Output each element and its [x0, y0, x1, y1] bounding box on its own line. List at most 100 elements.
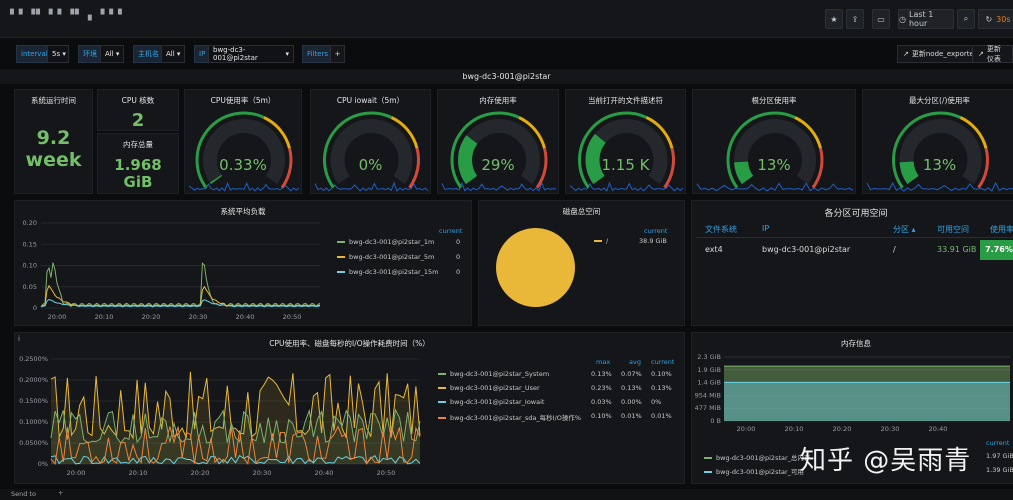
panel-title: CPU iowait（5m）: [336, 96, 405, 105]
legend-item[interactable]: bwg-dc3-001@pi2star_Iowait: [438, 398, 544, 406]
legend-max-value: 0.10%: [591, 412, 612, 420]
legend-item[interactable]: bwg-dc3-001@pi2star_System: [438, 370, 549, 378]
col-ip[interactable]: IP: [762, 224, 770, 233]
var-interval-select[interactable]: 5s ▾: [47, 45, 69, 63]
threshold-red: [535, 147, 548, 189]
col-usage[interactable]: 使用率: [990, 225, 1013, 234]
x-tick-label: 20:30: [189, 313, 208, 321]
threshold-red: [977, 147, 989, 189]
y-tick-label: 0.2000%: [19, 376, 48, 384]
legend-item[interactable]: bwg-dc3-001@pi2star_5m: [337, 253, 434, 261]
cpu-cores-value: 2: [131, 110, 145, 131]
legend-max-header[interactable]: max: [596, 358, 611, 366]
threshold-yellow: [263, 116, 291, 149]
gauge-fill: [458, 135, 478, 185]
sparkline: [866, 181, 1013, 192]
link-update-exporter[interactable]: ↗ 更新node_exporter: [897, 45, 983, 63]
legend-value: 0: [456, 253, 461, 261]
x-tick-label: 20:20: [833, 425, 852, 433]
gauge-track: [899, 119, 982, 185]
sparkline: [188, 181, 300, 192]
var-env-select[interactable]: All ▾: [100, 45, 124, 63]
load-avg-panel: 系统平均负载 0.20 0.15 0.10 0.05 0 20:00 20:10 20:20 2…: [14, 200, 472, 326]
mem-chart[interactable]: 2.3 GiB 1.9 GiB 1.4 GiB 954 MiB 477 MiB 0 B 20…: [692, 333, 1013, 433]
legend-max-value: 0.13%: [591, 370, 612, 378]
gauge-value: 1.15 K: [601, 156, 650, 174]
cpu-io-chart[interactable]: 0.2500% 0.2000% 0.1500% 0.1000% 0.0500% 0% 20:…: [15, 333, 425, 485]
panel-title: CPU使用率、磁盘每秒的I/O操作耗费时间（%）: [269, 339, 430, 348]
var-env-label: 环境: [78, 45, 102, 63]
y-tick-label: 0.10: [23, 262, 37, 270]
legend-current-header[interactable]: current: [651, 358, 675, 366]
legend-max-value: 0.03%: [591, 398, 612, 406]
col-partition[interactable]: 分区 ▴: [893, 225, 916, 234]
info-icon[interactable]: i: [18, 335, 20, 343]
row-title[interactable]: bwg-dc3-001@pi2star: [0, 69, 1013, 84]
legend-swatch: [337, 241, 345, 243]
x-tick-label: 20:10: [129, 469, 148, 477]
star-icon[interactable]: ★: [825, 9, 843, 29]
series-line-user: [50, 371, 421, 440]
refresh-picker[interactable]: ↻ 30s: [978, 9, 1013, 29]
legend-value: 1.39 GiB: [986, 466, 1013, 474]
gauge-panel: 根分区使用率 13%: [692, 89, 856, 194]
legend-max-value: 0.23%: [591, 384, 612, 392]
clock-icon: ◷: [899, 14, 906, 24]
y-tick-label: 0.20: [23, 219, 37, 227]
series-area-available: [724, 382, 1010, 421]
share-icon[interactable]: ⇪: [846, 9, 864, 29]
table-row[interactable]: ext4 bwg-dc3-001@pi2star / 33.91 GiB 7.7…: [696, 240, 1013, 260]
legend-item[interactable]: bwg-dc3-001@pi2star_可用: [704, 466, 804, 476]
load-chart[interactable]: 0.20 0.15 0.10 0.05 0 20:00 20:10 20:20 20:30 20:…: [15, 201, 325, 327]
gauge-arc: [569, 111, 684, 192]
series-line-15m: [40, 298, 321, 308]
panel-title: 各分区可用空间: [824, 209, 888, 219]
tv-mode-icon[interactable]: ▭: [872, 9, 890, 29]
legend-item[interactable]: bwg-dc3-001@pi2star_15m: [337, 268, 439, 276]
threshold-red: [811, 147, 824, 189]
zoom-out-icon[interactable]: ⌕: [957, 9, 975, 29]
y-tick-label: 477 MiB: [695, 404, 721, 412]
threshold-yellow: [518, 116, 546, 149]
refresh-interval: 30s: [996, 14, 1011, 24]
legend-item[interactable]: /: [594, 237, 608, 245]
threshold-green: [726, 111, 796, 189]
gauge-value: 0%: [358, 156, 383, 174]
time-range-picker[interactable]: ◷ Last 1 hour: [898, 9, 954, 29]
send-to-button[interactable]: Send to: [11, 490, 36, 498]
threshold-green: [892, 111, 962, 189]
legend-item[interactable]: bwg-dc3-001@pi2star_User: [438, 384, 540, 392]
mem-total-unit: GiB: [123, 173, 153, 191]
gauge-track: [330, 119, 413, 185]
gauge-fill: [209, 174, 223, 185]
mem-total-value: 1.968: [114, 156, 162, 174]
var-ip-select[interactable]: bwg-dc3-001@pi2star ▾: [208, 45, 294, 63]
legend-avg-header[interactable]: avg: [629, 358, 641, 366]
time-range-label: Last 1 hour: [908, 10, 934, 28]
panel-title: 内存使用率: [479, 96, 517, 105]
gauge-panel: CPU iowait（5m） 0%: [310, 89, 431, 194]
col-available[interactable]: 可用空间: [937, 225, 969, 234]
dashboard-title[interactable]: ▘▘▝▘▝▝ ▝▘ ▖▝▝▝: [10, 10, 123, 21]
add-filter-button[interactable]: +: [330, 45, 345, 63]
legend-item[interactable]: bwg-dc3-001@pi2star_sda_每秒I/O操作%: [438, 412, 581, 422]
pie-slice-root[interactable]: [496, 228, 575, 307]
legend-value: 0: [456, 268, 461, 276]
link-update-dashboard[interactable]: ↗ 更新仪表: [972, 45, 1013, 63]
var-host-select[interactable]: All ▾: [161, 45, 185, 63]
x-tick-label: 20:10: [95, 313, 114, 321]
legend-item[interactable]: bwg-dc3-001@pi2star_1m: [337, 238, 434, 246]
var-host-label: 主机名: [133, 45, 164, 63]
legend-item[interactable]: bwg-dc3-001@pi2star_总内存: [704, 452, 810, 462]
x-tick-label: 20:00: [67, 469, 86, 477]
cell-available: 33.91 GiB: [937, 245, 977, 254]
table-header: 文件系统 IP 分区 ▴ 可用空间 使用率: [696, 224, 1013, 238]
threshold-green: [195, 111, 265, 189]
gauge-panel: 最大分区(/)使用率 13%: [862, 89, 1013, 194]
add-button[interactable]: +: [58, 489, 64, 497]
legend-avg-value: 0.01%: [621, 412, 642, 420]
series-area-total: [724, 366, 1010, 421]
gauge-fill: [899, 161, 919, 185]
col-fs[interactable]: 文件系统: [705, 225, 737, 234]
mem-info-panel: 内存信息 2.3 GiB 1.9 GiB 1.4 GiB 954 MiB 477 MiB…: [691, 332, 1013, 484]
